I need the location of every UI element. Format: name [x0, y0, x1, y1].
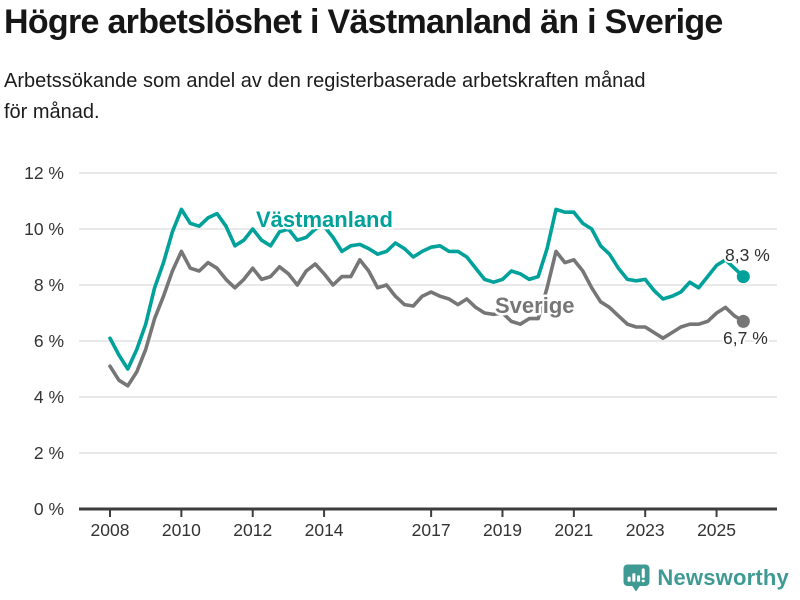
sverige-line: [108, 249, 746, 388]
sverige-end-value: 6,7 %: [723, 328, 768, 348]
vastmanland-end-dot: [736, 270, 750, 284]
sverige-label: Sverige: [495, 293, 575, 318]
x-axis-label: 2008: [91, 520, 130, 540]
y-axis-label: 10 %: [24, 219, 64, 239]
page-title: Högre arbetslöshet i Västmanland än i Sv…: [4, 3, 723, 41]
brand-name: Newsworthy: [657, 565, 789, 590]
page-subtitle-line2: för månad.: [4, 101, 100, 123]
y-axis-label: 4 %: [34, 387, 64, 407]
y-axis-label: 6 %: [34, 331, 64, 351]
y-axis-label: 8 %: [34, 275, 64, 295]
vastmanland-line: [108, 207, 746, 371]
page-subtitle: Arbetssökande som andel av den registerb…: [4, 66, 796, 128]
y-axis-label: 0 %: [34, 499, 64, 519]
x-axis-label: 2019: [483, 520, 522, 540]
vastmanland-end-value: 8,3 %: [725, 245, 770, 265]
newsworthy-logo-icon: [623, 564, 650, 592]
y-axis-label: 2 %: [34, 443, 64, 463]
x-axis-label: 2025: [697, 520, 736, 540]
x-axis-label: 2012: [233, 520, 272, 540]
x-axis-label: 2010: [162, 520, 201, 540]
sverige-end-dot: [736, 314, 750, 328]
y-axis-label: 12 %: [24, 163, 64, 183]
x-axis-label: 2017: [412, 520, 451, 540]
vastmanland-label: Västmanland: [256, 207, 393, 232]
page-subtitle-line1: Arbetssökande som andel av den registerb…: [4, 70, 646, 92]
brand-footer: Newsworthy: [623, 564, 789, 592]
x-axis-label: 2014: [305, 520, 344, 540]
x-axis-label: 2021: [554, 520, 593, 540]
x-axis-label: 2023: [626, 520, 665, 540]
